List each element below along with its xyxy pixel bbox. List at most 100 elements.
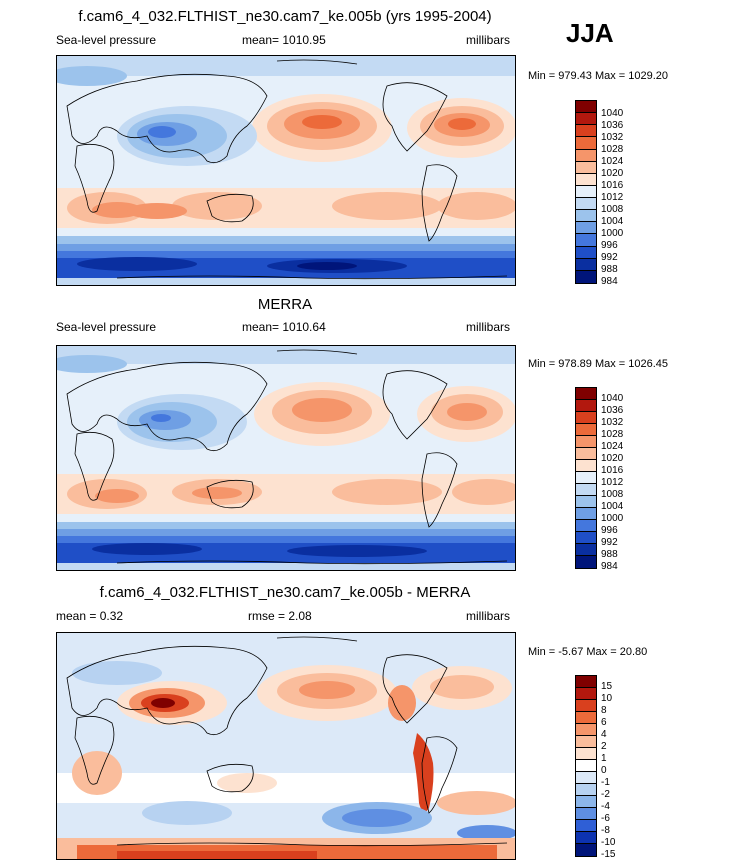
panel-2-colorbar-cell [576, 520, 596, 532]
panel-1-colorbar-cell [576, 149, 596, 162]
panel-1-map [56, 55, 516, 286]
colorbar-tick-label: 1024 [601, 441, 624, 452]
panel-2-colorbar-cell [576, 436, 596, 448]
panel-2-colorbar [575, 387, 597, 569]
colorbar-tick-label: 0 [601, 765, 607, 776]
colorbar-tick-label: 984 [601, 276, 618, 287]
colorbar-tick-label: 1040 [601, 108, 624, 119]
colorbar-tick-label: 984 [601, 561, 618, 572]
panel-3-mean-label: mean = 0.32 [56, 609, 124, 623]
panel-2-title: MERRA [257, 296, 313, 313]
colorbar-tick-label: 1004 [601, 216, 624, 227]
panel-3-minmax: Min = -5.67 Max = 20.80 [528, 646, 648, 658]
panel-1-colorbar-cell [576, 234, 596, 247]
panel-2-colorbar-cell [576, 496, 596, 508]
colorbar-tick-label: 1000 [601, 513, 624, 524]
panel-3-colorbar-cell [576, 796, 596, 808]
panel-3-units-label: millibars [466, 609, 511, 623]
colorbar-tick-label: 1024 [601, 156, 624, 167]
colorbar-tick-label: 988 [601, 549, 618, 560]
colorbar-tick-label: 1036 [601, 120, 624, 131]
panel-2-colorbar-cell [576, 460, 596, 472]
colorbar-tick-label: 1008 [601, 489, 624, 500]
panel-3-title: f.cam6_4_032.FLTHIST_ne30.cam7_ke.005b -… [99, 584, 471, 601]
colorbar-tick-label: 1004 [601, 501, 624, 512]
colorbar-tick-label: 1008 [601, 204, 624, 215]
panel-1-colorbar-cell [576, 258, 596, 271]
colorbar-tick-label: -15 [601, 849, 616, 860]
panel-2-map-field [57, 346, 515, 570]
panel-2-map [56, 345, 516, 571]
colorbar-tick-label: 1032 [601, 417, 624, 428]
panel-3-colorbar-cell [576, 688, 596, 700]
colorbar-tick-label: 1036 [601, 405, 624, 416]
colorbar-tick-label: 1016 [601, 465, 624, 476]
colorbar-tick-label: 1028 [601, 429, 624, 440]
panel-3-rmse-label: rmse = 2.08 [248, 609, 312, 623]
colorbar-tick-label: 1028 [601, 144, 624, 155]
panel-1-colorbar-cell [576, 113, 596, 126]
panel-2-colorbar-cell [576, 532, 596, 544]
panel-3-colorbar-cell [576, 832, 596, 844]
panel-1-map-field [57, 56, 515, 285]
panel-3-colorbar-cell [576, 760, 596, 772]
panel-1-colorbar-cell [576, 137, 596, 150]
panel-1-units-label: millibars [466, 33, 511, 47]
panel-2-mean-label: mean= 1010.64 [242, 320, 326, 334]
colorbar-tick-label: 992 [601, 537, 618, 548]
panel-2-colorbar-cell [576, 556, 596, 568]
panel-1-colorbar-cell [576, 185, 596, 198]
panel-3-colorbar-cell [576, 700, 596, 712]
colorbar-tick-label: 1000 [601, 228, 624, 239]
colorbar-tick-label: -4 [601, 801, 610, 812]
colorbar-tick-label: 15 [601, 681, 613, 692]
panel-1-variable-label: Sea-level pressure [56, 33, 157, 47]
colorbar-tick-label: 8 [601, 705, 607, 716]
colorbar-tick-label: -1 [601, 777, 610, 788]
panel-3-colorbar-cell [576, 820, 596, 832]
panel-1-colorbar-cell [576, 222, 596, 235]
colorbar-tick-label: 1016 [601, 180, 624, 191]
panel-2-variable-label: Sea-level pressure [56, 320, 157, 334]
colorbar-tick-label: 1012 [601, 477, 624, 488]
colorbar-tick-label: 6 [601, 717, 607, 728]
panel-1-colorbar-cell [576, 161, 596, 174]
panel-1-colorbar-cell [576, 173, 596, 186]
panel-2-colorbar-cell [576, 412, 596, 424]
panel-2-units-label: millibars [466, 320, 511, 334]
colorbar-tick-label: -2 [601, 789, 610, 800]
colorbar-tick-label: 996 [601, 525, 618, 536]
colorbar-tick-label: 1040 [601, 393, 624, 404]
panel-3-map [56, 632, 516, 860]
panel-3-colorbar-cell [576, 712, 596, 724]
panel-1-colorbar [575, 100, 597, 284]
panel-1-colorbar-cell [576, 125, 596, 138]
panel-2-colorbar-cell [576, 448, 596, 460]
panel-2-minmax: Min = 978.89 Max = 1026.45 [528, 358, 669, 370]
colorbar-tick-label: 992 [601, 252, 618, 263]
colorbar-tick-label: 1020 [601, 453, 624, 464]
panel-1-colorbar-cell [576, 210, 596, 223]
panel-2-colorbar-cell [576, 544, 596, 556]
panel-1-colorbar-cell [576, 246, 596, 259]
panel-3-colorbar-cell [576, 748, 596, 760]
panel-1-colorbar-cell [576, 101, 596, 114]
panel-3-colorbar-cell [576, 736, 596, 748]
panel-2-colorbar-cell [576, 484, 596, 496]
panel-2-colorbar-cell [576, 400, 596, 412]
panel-1-colorbar-cell [576, 270, 596, 283]
colorbar-tick-label: 988 [601, 264, 618, 275]
panel-1-mean-label: mean= 1010.95 [242, 33, 326, 47]
panel-3-colorbar [575, 675, 597, 857]
colorbar-tick-label: 1012 [601, 192, 624, 203]
panel-2-colorbar-cell [576, 388, 596, 400]
panel-2-colorbar-cell [576, 472, 596, 484]
colorbar-tick-label: 1032 [601, 132, 624, 143]
colorbar-tick-label: -6 [601, 813, 610, 824]
colorbar-tick-label: -10 [601, 837, 616, 848]
colorbar-tick-label: 1 [601, 753, 607, 764]
colorbar-tick-label: 10 [601, 693, 613, 704]
panel-3-colorbar-cell [576, 808, 596, 820]
panel-1-title: f.cam6_4_032.FLTHIST_ne30.cam7_ke.005b (… [78, 8, 492, 25]
panel-2-colorbar-cell [576, 508, 596, 520]
